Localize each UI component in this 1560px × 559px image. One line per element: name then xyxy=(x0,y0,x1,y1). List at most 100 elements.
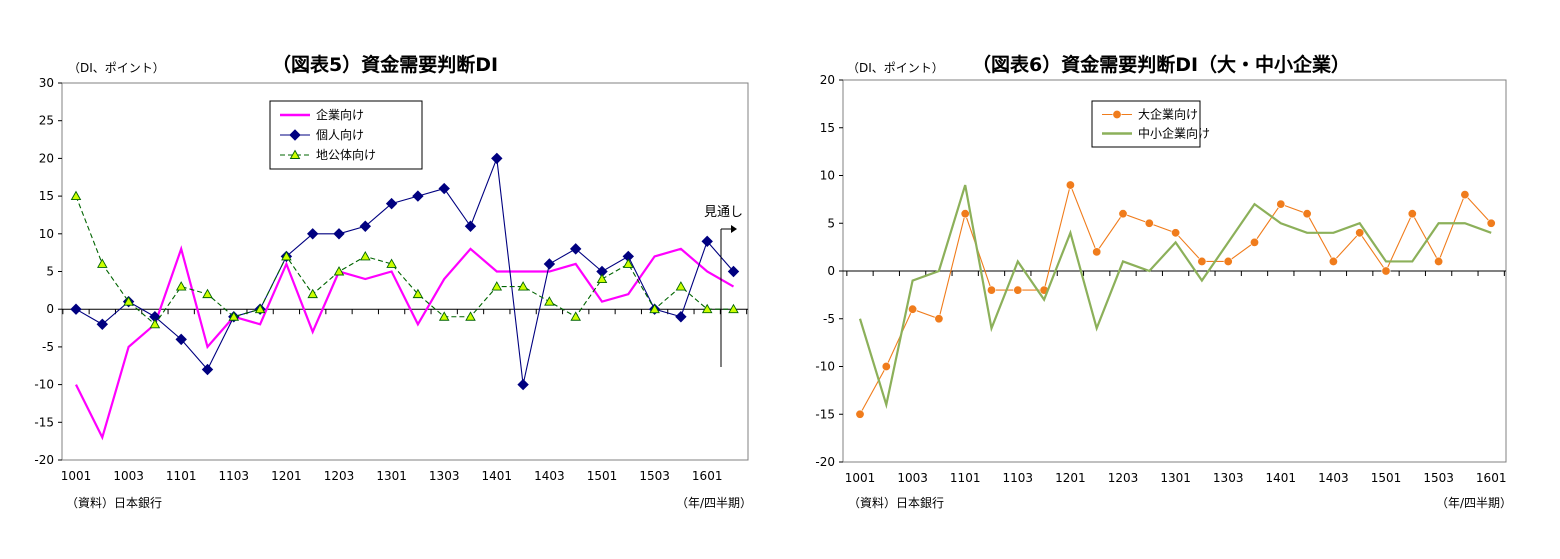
series-polyline xyxy=(75,245,735,441)
data-point-triangle xyxy=(202,288,213,299)
x-tick-label: 1401 xyxy=(1266,471,1297,485)
data-point-triangle xyxy=(438,311,450,321)
x-tick-label: 1301 xyxy=(376,469,407,483)
series-line xyxy=(70,152,740,391)
data-point-triangle xyxy=(254,303,266,314)
data-point-circle xyxy=(934,314,944,324)
data-point-circle xyxy=(1112,110,1122,120)
legend-label: 大企業向け xyxy=(1138,107,1198,122)
chart-title: （図表5）資金需要判断DI xyxy=(272,54,499,76)
data-point-circle xyxy=(1434,256,1444,266)
data-point-circle xyxy=(1381,266,1391,276)
data-point-diamond xyxy=(70,303,82,315)
data-point-diamond xyxy=(333,228,345,240)
data-point-triangle xyxy=(123,296,134,306)
data-point-diamond xyxy=(675,311,687,323)
data-point-triangle xyxy=(228,311,240,321)
outlook-label: 見通し xyxy=(704,205,743,220)
data-point-diamond xyxy=(491,152,503,165)
x-tick-label: 1003 xyxy=(113,469,144,483)
data-point-triangle xyxy=(596,273,608,283)
y-tick-label: 15 xyxy=(820,121,835,135)
data-point-circle xyxy=(855,409,865,419)
data-point-circle xyxy=(1144,218,1154,228)
legend-label: 地公体向け xyxy=(316,147,376,162)
data-point-triangle xyxy=(97,258,108,268)
x-unit-label: （年/四半期） xyxy=(1436,496,1513,510)
data-point-circle xyxy=(960,209,970,219)
data-point-diamond xyxy=(701,235,713,248)
outlook-arrowhead xyxy=(731,225,737,233)
x-tick-label: 1503 xyxy=(639,469,670,483)
x-tick-label: 1103 xyxy=(1003,471,1034,485)
data-point-triangle xyxy=(333,266,345,276)
data-point-circle xyxy=(1249,237,1259,247)
data-point-triangle xyxy=(149,318,161,329)
x-tick-label: 1101 xyxy=(166,469,197,483)
data-point-diamond xyxy=(412,190,424,202)
y-tick-label: 0 xyxy=(46,302,54,316)
data-point-circle xyxy=(1197,256,1207,266)
data-point-triangle xyxy=(307,288,318,299)
data-point-triangle xyxy=(289,149,301,159)
chart-title: （図表6）資金需要判断DI（大・中小企業） xyxy=(972,54,1351,76)
x-tick-label: 1001 xyxy=(61,469,92,483)
data-point-diamond xyxy=(306,228,319,240)
x-tick-label: 1301 xyxy=(1160,471,1191,485)
source-note: （資料）日本銀行 xyxy=(66,496,163,510)
y-axis: -20 -15 -10 -5 0 5 10 15 20 xyxy=(815,73,843,469)
data-point-triangle xyxy=(623,258,634,268)
data-point-diamond xyxy=(359,220,372,232)
legend-label: 個人向け xyxy=(316,127,364,142)
y-tick-label: 10 xyxy=(820,169,835,183)
x-tick-label: 1503 xyxy=(1423,471,1454,485)
x-tick-label: 1201 xyxy=(271,469,302,483)
x-tick-label: 1103 xyxy=(219,469,250,483)
data-point-triangle xyxy=(491,281,503,291)
data-point-triangle xyxy=(281,251,292,261)
y-unit-label: （DI、ポイント） xyxy=(847,61,944,75)
y-tick-label: -5 xyxy=(823,312,835,326)
x-tick-label: 1303 xyxy=(1213,471,1244,485)
data-point-triangle xyxy=(517,281,529,291)
y-tick-label: -10 xyxy=(815,360,835,374)
series-polyline xyxy=(858,184,1492,410)
data-point-circle xyxy=(1486,218,1496,228)
series-line xyxy=(858,184,1492,410)
data-point-diamond xyxy=(517,378,529,391)
data-point-triangle xyxy=(175,281,187,291)
y-tick-label: -20 xyxy=(815,455,835,469)
data-point-circle xyxy=(1302,209,1312,219)
data-point-diamond xyxy=(438,182,450,195)
data-point-circle xyxy=(987,285,997,295)
data-point-triangle xyxy=(728,303,739,314)
data-point-diamond xyxy=(201,363,214,376)
data-point-circle xyxy=(1276,199,1286,209)
data-point-triangle xyxy=(570,311,581,321)
x-tick-label: 1501 xyxy=(587,469,618,483)
data-point-triangle xyxy=(70,190,82,201)
data-point-diamond xyxy=(569,243,582,255)
x-tick-label: 1403 xyxy=(1318,471,1349,485)
data-point-circle xyxy=(1223,256,1233,266)
x-unit-label: （年/四半期） xyxy=(676,496,753,510)
legend-label: 中小企業向け xyxy=(1138,126,1210,141)
y-tick-label: -15 xyxy=(815,407,835,421)
data-point-diamond xyxy=(289,129,301,141)
x-tick-label: 1203 xyxy=(1108,471,1139,485)
y-tick-label: -20 xyxy=(34,453,54,467)
x-tick-label: 1001 xyxy=(845,471,876,485)
series-line xyxy=(855,180,1496,419)
data-point-diamond xyxy=(543,258,556,270)
x-axis: 1001 1003 1101 1103 1201 1203 1301 1303 1401 1403… xyxy=(61,308,748,483)
data-point-circle xyxy=(1118,209,1128,219)
y-tick-label: 25 xyxy=(39,114,54,128)
y-tick-label: -5 xyxy=(42,340,54,354)
source-note: （資料）日本銀行 xyxy=(848,496,945,510)
chart-panel-6: （図表6）資金需要判断DI（大・中小企業） （DI、ポイント） （資料）日本銀行… xyxy=(780,0,1560,559)
x-axis: 1001 1003 1101 1103 1201 1203 1301 1303 1401 1403… xyxy=(843,270,1506,485)
